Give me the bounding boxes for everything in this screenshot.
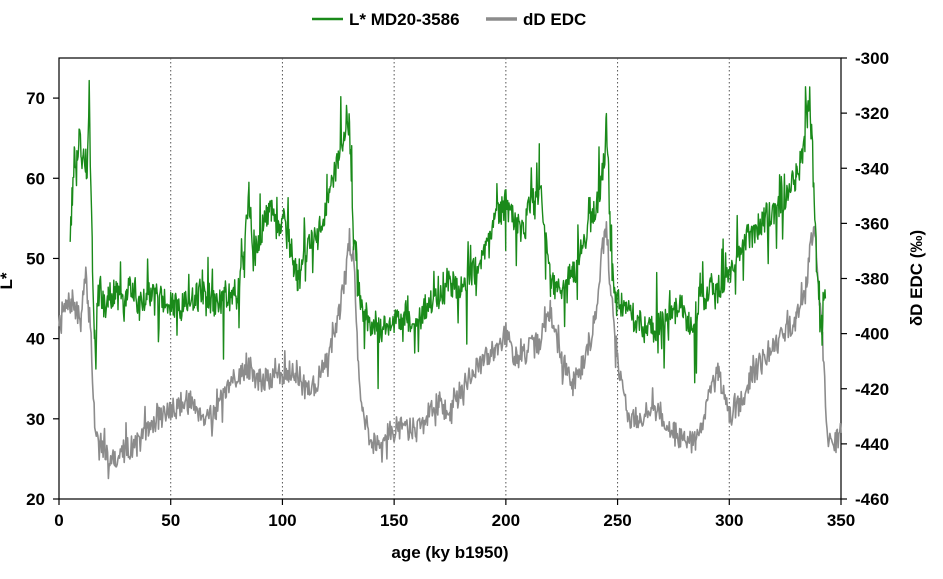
y-right-tick-label-0: -460 <box>855 490 889 509</box>
y-axis-left-title: L* <box>0 272 16 289</box>
y-right-tick-label-5: -360 <box>855 214 889 233</box>
y-right-tick-label-2: -420 <box>855 380 889 399</box>
y-left-tick-label-5: 70 <box>26 89 45 108</box>
x-axis: 0 50 100 150 200 250 300 350 <box>54 499 855 530</box>
series-line-lstar-md20-3586 <box>69 79 827 390</box>
legend-label-dd: dD EDC <box>523 10 586 29</box>
series-line-dd-edc <box>58 221 842 480</box>
x-tick-label-3: 150 <box>380 511 408 530</box>
legend: L* MD20-3586 dD EDC <box>312 10 586 29</box>
y-axis-left: 20 30 40 50 60 70 <box>26 89 59 509</box>
x-tick-label-1: 50 <box>161 511 180 530</box>
series-dd-edc <box>58 221 842 480</box>
legend-label-lstar: L* MD20-3586 <box>349 10 460 29</box>
y-right-tick-label-8: -300 <box>855 49 889 68</box>
y-left-tick-label-4: 60 <box>26 169 45 188</box>
y-left-tick-label-2: 40 <box>26 330 45 349</box>
y-axis-right-title: δD EDC (‰) <box>907 230 926 326</box>
y-axis-right: -460 -440 -420 -400 -380 -360 -340 -320 -300 <box>841 49 889 509</box>
y-left-tick-label-1: 30 <box>26 410 45 429</box>
x-axis-title: age (ky b1950) <box>391 543 508 562</box>
x-tick-label-5: 250 <box>603 511 631 530</box>
x-tick-label-0: 0 <box>54 511 63 530</box>
y-right-tick-label-7: -320 <box>855 104 889 123</box>
y-left-tick-label-0: 20 <box>26 490 45 509</box>
series-lstar-md20-3586 <box>69 79 827 390</box>
gridlines <box>170 58 730 499</box>
x-tick-label-7: 350 <box>827 511 855 530</box>
y-left-tick-label-3: 50 <box>26 249 45 268</box>
x-tick-label-2: 100 <box>268 511 296 530</box>
y-right-tick-label-3: -400 <box>855 325 889 344</box>
y-right-tick-label-4: -380 <box>855 270 889 289</box>
y-right-tick-label-1: -440 <box>855 435 889 454</box>
x-tick-label-4: 200 <box>492 511 520 530</box>
y-right-tick-label-6: -340 <box>855 159 889 178</box>
x-tick-label-6: 300 <box>715 511 743 530</box>
